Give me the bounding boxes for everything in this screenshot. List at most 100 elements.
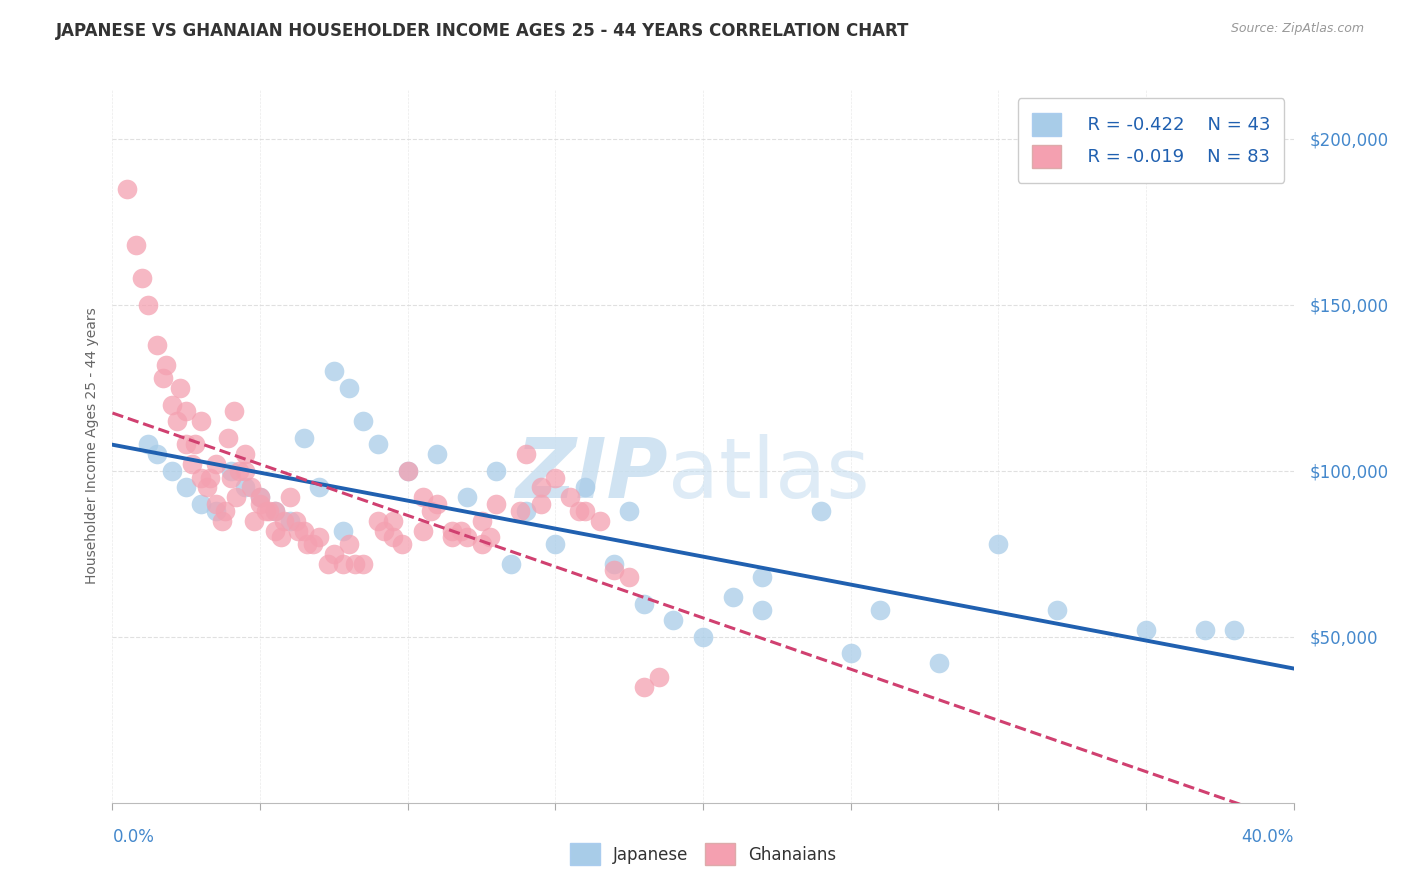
Point xyxy=(125,238,148,252)
Point xyxy=(146,338,169,352)
Point xyxy=(332,557,354,571)
Point xyxy=(233,464,256,478)
Point xyxy=(426,497,449,511)
Point xyxy=(544,537,567,551)
Point xyxy=(270,530,292,544)
Point xyxy=(928,657,950,671)
Point xyxy=(588,514,610,528)
Point xyxy=(284,514,307,528)
Point xyxy=(198,470,221,484)
Point xyxy=(574,481,596,495)
Point xyxy=(441,524,464,538)
Point xyxy=(352,414,374,428)
Point xyxy=(302,537,325,551)
Point xyxy=(308,530,330,544)
Legend: Japanese, Ghanaians: Japanese, Ghanaians xyxy=(558,831,848,877)
Point xyxy=(174,437,197,451)
Point xyxy=(316,557,339,571)
Point xyxy=(249,491,271,505)
Point xyxy=(205,497,228,511)
Point xyxy=(205,457,228,471)
Point xyxy=(308,481,330,495)
Point xyxy=(1046,603,1069,617)
Point xyxy=(479,530,502,544)
Point xyxy=(810,504,832,518)
Point xyxy=(603,557,626,571)
Text: 40.0%: 40.0% xyxy=(1241,828,1294,846)
Point xyxy=(233,481,256,495)
Point xyxy=(190,497,212,511)
Point xyxy=(337,537,360,551)
Point xyxy=(633,597,655,611)
Point xyxy=(184,437,207,451)
Point xyxy=(456,491,478,505)
Point xyxy=(619,570,641,584)
Point xyxy=(174,404,197,418)
Text: ZIP: ZIP xyxy=(515,434,668,515)
Point xyxy=(264,524,287,538)
Point xyxy=(721,590,744,604)
Point xyxy=(662,613,685,627)
Point xyxy=(529,497,551,511)
Point xyxy=(190,470,212,484)
Point xyxy=(257,504,280,518)
Point xyxy=(568,504,591,518)
Point xyxy=(633,680,655,694)
Point xyxy=(160,464,183,478)
Point xyxy=(211,514,233,528)
Point xyxy=(155,358,177,372)
Point xyxy=(297,537,319,551)
Point xyxy=(485,464,508,478)
Point xyxy=(273,514,295,528)
Point xyxy=(166,414,188,428)
Point xyxy=(560,491,582,505)
Point xyxy=(391,537,413,551)
Point xyxy=(243,514,266,528)
Point xyxy=(529,481,551,495)
Point xyxy=(574,504,596,518)
Point xyxy=(323,364,346,378)
Point xyxy=(337,381,360,395)
Point xyxy=(332,524,354,538)
Point xyxy=(470,537,494,551)
Point xyxy=(219,464,242,478)
Point xyxy=(131,271,153,285)
Y-axis label: Householder Income Ages 25 - 44 years: Householder Income Ages 25 - 44 years xyxy=(84,308,98,584)
Point xyxy=(839,647,862,661)
Point xyxy=(869,603,891,617)
Text: atlas: atlas xyxy=(668,434,869,515)
Point xyxy=(647,670,671,684)
Text: 0.0%: 0.0% xyxy=(112,828,155,846)
Point xyxy=(441,530,464,544)
Point xyxy=(146,447,169,461)
Text: JAPANESE VS GHANAIAN HOUSEHOLDER INCOME AGES 25 - 44 YEARS CORRELATION CHART: JAPANESE VS GHANAIAN HOUSEHOLDER INCOME … xyxy=(56,22,910,40)
Point xyxy=(152,371,174,385)
Point xyxy=(292,431,315,445)
Point xyxy=(249,491,271,505)
Point xyxy=(544,470,567,484)
Point xyxy=(987,537,1010,551)
Point xyxy=(278,491,301,505)
Point xyxy=(396,464,419,478)
Point xyxy=(169,381,191,395)
Point xyxy=(367,437,389,451)
Point xyxy=(692,630,714,644)
Point xyxy=(373,524,395,538)
Point xyxy=(287,524,309,538)
Point xyxy=(292,524,315,538)
Point xyxy=(352,557,374,571)
Point xyxy=(181,457,204,471)
Point xyxy=(515,447,537,461)
Point xyxy=(217,431,239,445)
Point xyxy=(382,514,405,528)
Point xyxy=(205,504,228,518)
Point xyxy=(228,464,250,478)
Point xyxy=(174,481,197,495)
Point xyxy=(1223,624,1246,638)
Point xyxy=(456,530,478,544)
Point xyxy=(278,514,301,528)
Point xyxy=(249,497,271,511)
Point xyxy=(240,481,263,495)
Point xyxy=(136,298,159,312)
Point xyxy=(323,547,346,561)
